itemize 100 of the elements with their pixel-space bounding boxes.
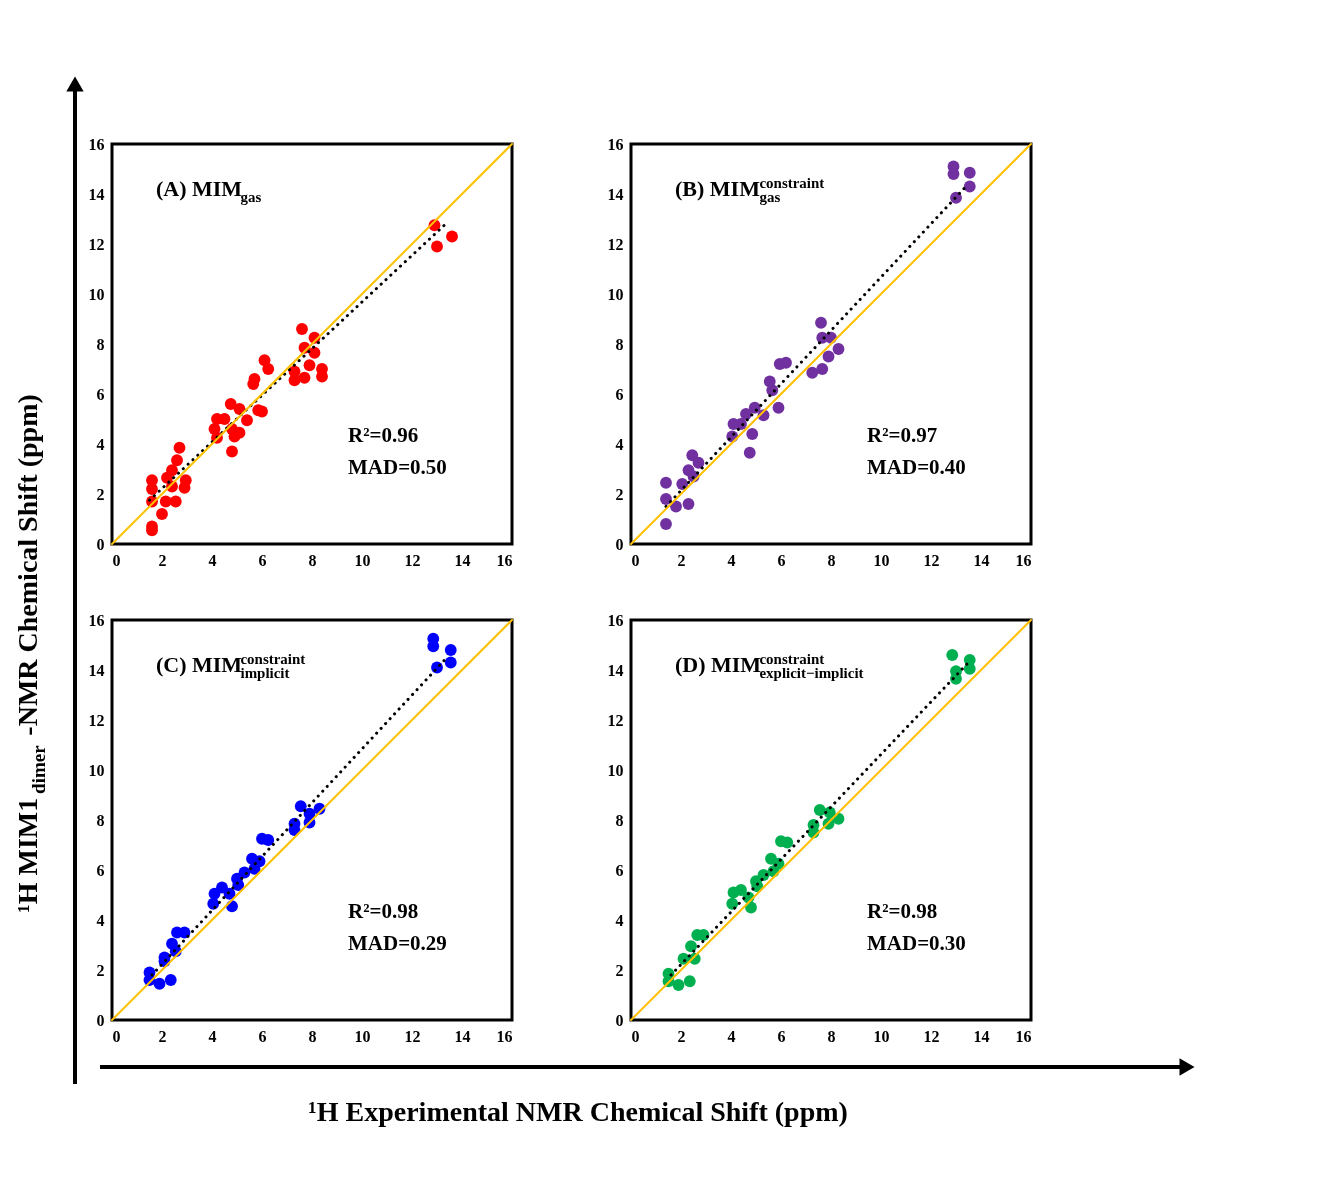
point — [780, 356, 792, 369]
x-tick-label: 12 — [404, 551, 421, 569]
y-tick-label: 4 — [96, 435, 105, 453]
point — [164, 974, 177, 986]
point — [963, 180, 976, 193]
point — [294, 800, 307, 813]
point — [296, 323, 308, 335]
y-tick-label: 10 — [607, 761, 624, 779]
y-tick-label: 2 — [96, 961, 105, 979]
point — [146, 483, 158, 495]
x-tick-label: 2 — [677, 1027, 686, 1045]
x-tick-label: 12 — [923, 551, 940, 569]
point — [660, 518, 672, 530]
y-tick-label: 12 — [607, 711, 624, 729]
y-tick-label: 4 — [615, 435, 624, 453]
y-tick-label: 6 — [96, 385, 105, 403]
annotation: MAD=0.40 — [867, 455, 966, 479]
annotation: MAD=0.50 — [348, 455, 447, 479]
y-tick-label: 16 — [607, 135, 624, 153]
point — [660, 493, 672, 505]
point — [683, 975, 696, 988]
y-tick-label: 10 — [88, 285, 105, 303]
y-tick-label: 0 — [615, 535, 624, 553]
x-tick-label: 4 — [727, 551, 736, 569]
point — [686, 449, 699, 462]
point — [208, 887, 221, 900]
point — [159, 495, 172, 508]
x-tick-label: 6 — [258, 1027, 267, 1045]
point — [226, 445, 238, 458]
y-tick-label: 2 — [615, 485, 624, 503]
annotation: MAD=0.29 — [348, 931, 447, 955]
y-tick-label: 14 — [607, 661, 624, 679]
point — [171, 454, 183, 467]
x-tick-label: 4 — [208, 551, 217, 569]
x-tick-label: 10 — [354, 551, 371, 569]
y-tick-label: 0 — [96, 1011, 105, 1029]
point — [726, 897, 739, 910]
x-tick-label: 10 — [873, 1027, 890, 1045]
point — [224, 398, 237, 410]
y-tick-label: 14 — [88, 185, 105, 203]
x-tick-label: 8 — [308, 551, 317, 569]
point — [241, 414, 253, 427]
point — [963, 166, 976, 179]
x-tick-label: 8 — [308, 1027, 317, 1045]
point — [832, 343, 845, 355]
x-tick-label: 14 — [454, 551, 471, 569]
point — [672, 979, 685, 991]
point — [660, 476, 672, 489]
x-tick-label: 8 — [827, 551, 836, 569]
annotation: R²=0.96 — [348, 423, 419, 447]
y-tick-label: 12 — [88, 235, 105, 253]
point — [692, 456, 705, 469]
x-tick-label: 0 — [112, 551, 121, 569]
x-tick-label: 12 — [404, 1027, 421, 1045]
x-tick-label: 16 — [496, 1027, 513, 1045]
x-tick-label: 2 — [677, 551, 686, 569]
y-tick-label: 4 — [615, 911, 624, 929]
point — [772, 401, 785, 414]
point — [806, 366, 819, 379]
point — [444, 656, 457, 669]
y-tick-label: 16 — [88, 135, 105, 153]
annotation: R²=0.98 — [867, 899, 938, 923]
x-tick-label: 16 — [1015, 551, 1032, 569]
point — [746, 428, 759, 440]
x-tick-label: 4 — [208, 1027, 217, 1045]
x-axis-title: ¹H Experimental NMR Chemical Shift (ppm) — [308, 1096, 848, 1127]
x-tick-label: 2 — [158, 1027, 167, 1045]
x-tick-label: 14 — [973, 551, 990, 569]
y-tick-label: 12 — [88, 711, 105, 729]
y-tick-label: 10 — [607, 285, 624, 303]
x-tick-label: 0 — [631, 551, 640, 569]
annotation: MAD=0.30 — [867, 931, 966, 955]
y-tick-label: 8 — [615, 811, 624, 829]
y-tick-label: 6 — [96, 861, 105, 879]
y-tick-label: 10 — [88, 761, 105, 779]
point — [153, 977, 166, 990]
y-tick-label: 8 — [96, 811, 105, 829]
point — [815, 316, 827, 329]
y-tick-label: 14 — [88, 661, 105, 679]
point — [946, 649, 959, 661]
y-tick-label: 14 — [607, 185, 624, 203]
x-tick-label: 6 — [777, 551, 786, 569]
y-tick-label: 8 — [615, 335, 624, 353]
y-tick-label: 6 — [615, 861, 624, 879]
x-tick-label: 4 — [727, 1027, 736, 1045]
point — [156, 508, 168, 520]
x-tick-label: 16 — [496, 551, 513, 569]
point — [822, 350, 835, 363]
y-tick-label: 4 — [96, 911, 105, 929]
point — [431, 240, 443, 253]
x-tick-label: 0 — [112, 1027, 121, 1045]
y-axis-title: ¹H MIM1dimer -NMR Chemical Shift (ppm) — [12, 394, 49, 913]
y-tick-label: 8 — [96, 335, 105, 353]
x-tick-label: 2 — [158, 551, 167, 569]
x-tick-label: 6 — [258, 551, 267, 569]
point — [682, 498, 695, 510]
point — [670, 500, 682, 513]
y-tick-label: 6 — [615, 385, 624, 403]
y-tick-label: 16 — [88, 611, 105, 629]
point — [298, 371, 311, 384]
